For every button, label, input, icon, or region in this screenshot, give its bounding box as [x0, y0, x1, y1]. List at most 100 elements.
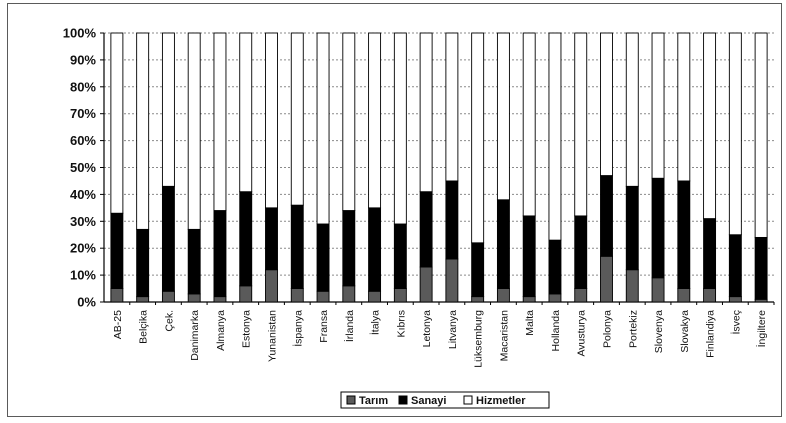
- x-tick-label: Litvanya: [447, 310, 459, 349]
- bar-segment-tarım: [419, 266, 433, 303]
- y-tick-label: 10%: [70, 268, 96, 283]
- bar-segment-sanayi: [574, 215, 588, 289]
- x-tick-label: AB-25: [112, 310, 124, 339]
- x-tick-label: Hollanda: [550, 310, 562, 352]
- bar-segment-sanayi: [393, 223, 407, 290]
- bar-segment-hizmetler: [754, 32, 768, 238]
- x-tick-label: İspanya: [291, 310, 304, 347]
- x-tick-label: İsveç: [729, 310, 742, 335]
- bar-segment-sanayi: [136, 228, 150, 298]
- bar-segment-hizmetler: [368, 32, 382, 209]
- bar-segment-hizmetler: [136, 32, 150, 230]
- x-tick-label: İrlanda: [343, 310, 356, 342]
- bar-segment-sanayi: [703, 218, 717, 290]
- bar-segment-tarım: [651, 277, 665, 303]
- bar-segment-sanayi: [316, 223, 330, 292]
- bar-segment-sanayi: [471, 242, 485, 298]
- x-tick-label: Slovenya: [653, 310, 665, 353]
- bar-segment-hizmetler: [239, 32, 253, 193]
- bar-segment-tarım: [213, 296, 227, 303]
- y-tick-label: 90%: [70, 52, 96, 67]
- bar-segment-sanayi: [677, 180, 691, 289]
- x-tick-label: Almanya: [215, 310, 227, 351]
- bar-segment-tarım: [496, 288, 510, 303]
- y-tick-label: 20%: [70, 241, 96, 256]
- bar-segment-hizmetler: [290, 32, 304, 206]
- legend-swatch-sanayi: [398, 395, 408, 405]
- bar-segment-sanayi: [625, 185, 639, 271]
- bar-segment-sanayi: [161, 185, 175, 292]
- legend-label-hizmetler: Hizmetler: [476, 395, 526, 407]
- x-tick-label: Avusturya: [576, 310, 588, 357]
- bar-segment-tarım: [136, 296, 150, 303]
- bar-segment-hizmetler: [651, 32, 665, 179]
- x-tick-label: Finlandiya: [705, 310, 717, 358]
- bar-segment-tarım: [265, 269, 278, 303]
- bar-segment-hizmetler: [677, 32, 691, 182]
- bar-segment-hizmetler: [265, 32, 278, 209]
- bar-segment-sanayi: [496, 199, 510, 289]
- bar-segment-tarım: [728, 296, 742, 303]
- x-tick-label: İngiltere: [755, 310, 768, 348]
- bar-segment-hizmetler: [600, 32, 613, 177]
- x-tick-label: Danimarka: [189, 310, 201, 361]
- x-tick-label: İtalya: [369, 310, 382, 335]
- bar-segment-sanayi: [265, 207, 278, 271]
- bar-segment-sanayi: [728, 234, 742, 298]
- y-tick-label: 40%: [70, 187, 96, 202]
- legend-swatch-hizmetler: [463, 395, 473, 405]
- bar-segment-sanayi: [342, 210, 356, 287]
- bar-segment-tarım: [703, 288, 717, 303]
- legend-label-tarım: Tarım: [359, 395, 388, 407]
- bar-segment-tarım: [522, 296, 536, 303]
- y-tick-label: 50%: [70, 160, 96, 175]
- bar-segment-tarım: [187, 293, 201, 303]
- bar-segment-hizmetler: [393, 32, 407, 225]
- bar-segment-sanayi: [368, 207, 382, 292]
- bar-segment-tarım: [548, 293, 562, 303]
- bar-segment-tarım: [290, 288, 304, 303]
- y-tick-label: 100%: [63, 26, 97, 41]
- bar-segment-sanayi: [110, 212, 124, 289]
- bar-segment-sanayi: [651, 177, 665, 279]
- legend-box: [340, 391, 550, 409]
- y-tick-label: 70%: [70, 106, 96, 121]
- bar-segment-hizmetler: [548, 32, 562, 241]
- bar-segment-sanayi: [213, 210, 227, 298]
- bar-segment-tarım: [600, 255, 613, 303]
- bar-segment-tarım: [393, 288, 407, 303]
- bar-segment-sanayi: [290, 204, 304, 290]
- bar-segment-hizmetler: [187, 32, 201, 230]
- x-tick-label: Letonya: [421, 310, 433, 348]
- x-tick-label: Belçika: [138, 310, 150, 344]
- bar-segment-tarım: [574, 288, 588, 303]
- bar-segment-tarım: [445, 258, 459, 303]
- x-tick-label: Slovakya: [679, 310, 691, 353]
- bar-segment-tarım: [677, 288, 691, 303]
- bar-segment-sanayi: [445, 180, 459, 260]
- x-tick-label: Polonya: [602, 310, 614, 348]
- bar-segment-tarım: [342, 285, 356, 303]
- x-tick-label: Kıbrıs: [395, 310, 407, 337]
- bar-segment-hizmetler: [316, 32, 330, 225]
- bar-segment-sanayi: [239, 191, 253, 287]
- bar-segment-tarım: [239, 285, 253, 303]
- bar-segment-hizmetler: [703, 32, 717, 220]
- bar-segment-hizmetler: [471, 32, 485, 244]
- bar-segment-tarım: [368, 290, 382, 303]
- bar-segment-hizmetler: [496, 32, 510, 201]
- bar-segment-hizmetler: [728, 32, 742, 236]
- x-tick-label: Fransa: [318, 310, 330, 343]
- bar-segment-hizmetler: [522, 32, 536, 217]
- x-tick-label: Yunanistan: [267, 310, 279, 362]
- x-tick-label: Macaristan: [498, 310, 510, 362]
- x-tick-label: Malta: [524, 310, 536, 336]
- bar-segment-tarım: [625, 269, 639, 303]
- bar-segment-sanayi: [548, 239, 562, 295]
- x-tick-label: Lüksemburg: [473, 310, 485, 368]
- y-tick-label: 0%: [77, 295, 96, 310]
- legend-swatch-tarım: [346, 395, 356, 405]
- y-tick-label: 60%: [70, 133, 96, 148]
- bar-segment-tarım: [161, 290, 175, 303]
